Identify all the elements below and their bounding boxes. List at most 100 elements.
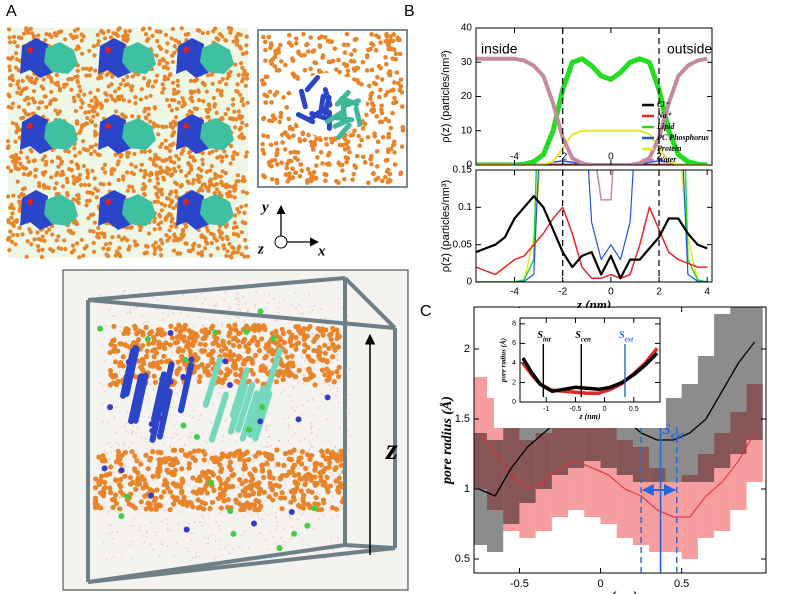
atom	[301, 348, 308, 354]
atom	[261, 133, 266, 138]
atom	[386, 118, 392, 124]
atom	[329, 139, 335, 145]
atom	[368, 46, 373, 52]
atom	[63, 148, 68, 154]
atom	[269, 42, 274, 48]
atom	[386, 177, 392, 183]
atom	[158, 247, 163, 252]
atom	[44, 104, 49, 110]
atom	[331, 327, 337, 333]
atom	[220, 77, 225, 82]
atom	[172, 482, 178, 488]
atom	[236, 316, 239, 319]
ion	[304, 522, 311, 529]
atom	[258, 367, 264, 373]
atom	[133, 101, 138, 106]
atom	[243, 485, 249, 492]
atom	[288, 150, 294, 155]
atom	[313, 304, 315, 307]
atom	[328, 454, 335, 460]
atom	[125, 150, 130, 155]
atom	[101, 182, 106, 187]
atom	[113, 89, 118, 94]
atom	[282, 540, 285, 543]
atom	[128, 339, 130, 342]
atom	[106, 422, 108, 425]
atom	[293, 335, 299, 341]
atom	[217, 32, 223, 37]
atom	[132, 323, 138, 329]
atom	[72, 98, 77, 104]
atom	[338, 448, 344, 454]
atom	[218, 548, 221, 551]
atom	[290, 400, 293, 402]
atom	[339, 473, 341, 476]
atom	[151, 121, 156, 126]
atom	[199, 316, 201, 319]
atom	[85, 115, 90, 121]
atom	[331, 495, 334, 498]
atom	[36, 236, 41, 242]
atom	[325, 153, 331, 158]
atom	[305, 180, 310, 185]
atom	[280, 330, 287, 337]
atom	[374, 114, 380, 119]
atom	[307, 399, 309, 402]
atom	[111, 337, 117, 343]
atom	[188, 78, 193, 84]
atom	[263, 460, 266, 462]
atom	[188, 436, 190, 439]
atom	[145, 438, 147, 440]
atom	[279, 160, 284, 166]
atom	[311, 431, 313, 434]
atom	[196, 243, 202, 249]
atom	[77, 172, 83, 178]
atom	[189, 110, 194, 115]
atom	[123, 83, 128, 88]
atom	[87, 182, 92, 188]
atom	[78, 182, 84, 188]
atom	[280, 376, 286, 383]
atom	[42, 238, 47, 243]
helix	[156, 388, 173, 440]
atom	[102, 542, 105, 544]
atom	[233, 213, 238, 218]
atom	[259, 336, 265, 342]
atom	[112, 359, 119, 365]
atom	[139, 491, 141, 494]
atom	[205, 542, 208, 545]
atom	[375, 74, 380, 80]
atom	[138, 228, 143, 233]
atom	[157, 212, 162, 217]
atom	[162, 158, 167, 163]
atom	[296, 51, 302, 56]
error-bar	[474, 377, 487, 489]
atom	[103, 384, 105, 386]
atom	[108, 524, 111, 526]
atom	[283, 389, 286, 392]
atom	[279, 506, 285, 512]
atom	[152, 246, 157, 251]
atom	[135, 431, 137, 434]
atom	[123, 29, 128, 34]
atom	[373, 48, 379, 53]
atom	[163, 216, 168, 221]
atom	[336, 57, 341, 63]
atom	[318, 507, 325, 513]
atom	[75, 26, 80, 32]
atom	[270, 113, 276, 118]
atom	[239, 310, 242, 313]
series-line	[478, 432, 756, 518]
atom	[315, 155, 320, 160]
atom	[87, 73, 92, 78]
atom	[104, 92, 109, 97]
atom	[223, 171, 228, 176]
atom	[266, 348, 272, 354]
atom	[325, 368, 331, 374]
atom	[96, 225, 101, 231]
atom	[225, 385, 228, 387]
atom	[391, 142, 397, 147]
atom	[13, 139, 18, 144]
atom	[112, 343, 118, 349]
atom	[300, 538, 303, 540]
